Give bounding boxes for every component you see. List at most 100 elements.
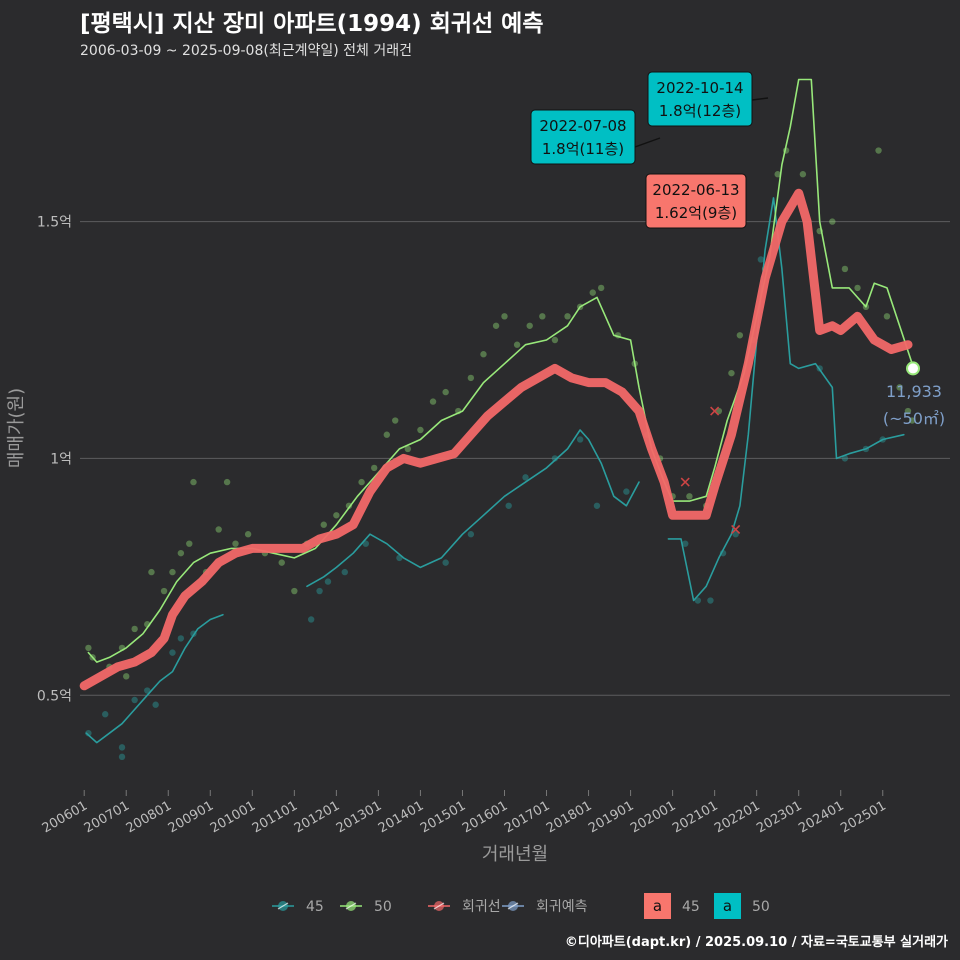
scatter-point-50 bbox=[131, 625, 138, 633]
x-tick-label: 202201 bbox=[712, 798, 762, 836]
scatter-point-50 bbox=[320, 521, 327, 528]
cross-mark bbox=[731, 524, 741, 535]
cross-mark bbox=[710, 406, 720, 416]
scatter-point-45 bbox=[442, 559, 449, 566]
scatter-point-50 bbox=[148, 568, 155, 576]
scatter-point-50 bbox=[799, 171, 807, 178]
forecast-group: 11,933 (~50㎡) bbox=[883, 361, 945, 428]
scatter-point-50 bbox=[686, 493, 693, 500]
x-tick-label: 200701 bbox=[82, 798, 132, 836]
scatter-point-45 bbox=[177, 635, 185, 642]
scatter-point-45 bbox=[551, 455, 559, 462]
x-tick-label: 201901 bbox=[586, 798, 636, 836]
scatter-point-45 bbox=[144, 687, 151, 694]
legend-box-label-50: 50 bbox=[752, 899, 770, 915]
scatter-point-50 bbox=[278, 559, 285, 566]
forecast-value-label: 11,933 bbox=[886, 382, 942, 401]
scatter-point-50 bbox=[526, 322, 533, 329]
x-tick-label: 200801 bbox=[124, 798, 174, 836]
legend-slash-50 bbox=[345, 902, 357, 910]
annotation-date: 2022-07-08 bbox=[539, 117, 626, 135]
annotation-leader bbox=[751, 97, 769, 101]
x-marks bbox=[680, 406, 741, 535]
scatter-point-50 bbox=[371, 464, 378, 472]
scatter-point-50 bbox=[908, 417, 916, 424]
scatter-point-50 bbox=[896, 384, 903, 391]
series-line-회귀선 bbox=[79, 188, 913, 691]
scatter-point-45 bbox=[593, 502, 601, 509]
annotation-value: 1.8억(11층) bbox=[542, 140, 624, 158]
annotation-date: 2022-10-14 bbox=[656, 79, 743, 97]
scatter-point-50 bbox=[417, 426, 424, 434]
scatter-point-45 bbox=[694, 597, 702, 604]
legend-label-회귀예측: 회귀예측 bbox=[536, 899, 588, 915]
scatter-point-50 bbox=[597, 284, 605, 292]
x-tick-label: 201101 bbox=[250, 798, 300, 836]
scatter-point-50 bbox=[841, 265, 849, 273]
scatter-point-45 bbox=[307, 616, 315, 623]
legend-slash-45 bbox=[277, 902, 289, 910]
legend-box-50 bbox=[714, 893, 741, 919]
scatter-point-50 bbox=[160, 587, 168, 595]
scatter-point-50 bbox=[551, 336, 559, 344]
y-tick-label: 0.5억 bbox=[37, 688, 72, 704]
scatter-point-50 bbox=[392, 417, 399, 424]
chart-subtitle: 2006-03-09 ~ 2025-09-08(최근계약일) 전체 거래건 bbox=[80, 43, 412, 59]
scatter-point-45 bbox=[362, 540, 369, 547]
scatter-point-45 bbox=[682, 540, 689, 547]
x-tick-label: 201701 bbox=[502, 798, 552, 836]
scatter-point-45 bbox=[576, 436, 584, 443]
x-tick-label: 201301 bbox=[334, 798, 384, 836]
scatter-point-50 bbox=[223, 478, 231, 486]
scatter-point-45 bbox=[623, 488, 630, 495]
annotations: 2022-10-14 1.8억(12층) 2022-07-08 1.8억(11층) 20… bbox=[530, 71, 769, 229]
x-tick-label: 202301 bbox=[754, 798, 804, 836]
y-axis-ticks: 0.5억 1억 1.5억 bbox=[37, 215, 72, 705]
legend-box-letter: a bbox=[723, 897, 732, 915]
annotation-box bbox=[647, 71, 753, 127]
forecast-area-label: (~50㎡) bbox=[883, 409, 945, 428]
scatter-point-45 bbox=[505, 502, 512, 509]
scatter-point-50 bbox=[728, 369, 735, 377]
annotation-leader bbox=[634, 137, 661, 148]
x-axis-label: 거래년월 bbox=[482, 844, 548, 865]
legend-box-label-45: 45 bbox=[682, 899, 700, 915]
scatter-point-50 bbox=[85, 644, 92, 652]
legend-box-45 bbox=[644, 893, 671, 919]
x-tick-label: 201601 bbox=[460, 798, 510, 836]
scatter-point-45 bbox=[131, 696, 138, 704]
scatter-point-50 bbox=[442, 388, 449, 396]
x-tick-label: 201201 bbox=[292, 798, 342, 836]
series-lines bbox=[79, 78, 913, 744]
x-tick-label: 201501 bbox=[418, 798, 468, 836]
scatter-point-45 bbox=[169, 649, 176, 656]
scatter-point-50 bbox=[501, 313, 508, 320]
series-line-45 bbox=[306, 429, 640, 588]
legend-slash-회귀예측 bbox=[507, 902, 519, 910]
scatter-point-50 bbox=[123, 673, 130, 680]
scatter-point-50 bbox=[564, 313, 571, 320]
scatter-point-50 bbox=[539, 313, 546, 320]
scatter-point-50 bbox=[177, 549, 185, 557]
y-axis-label: 매매가(원) bbox=[6, 388, 27, 468]
scatter-point-50 bbox=[467, 374, 475, 382]
scatter-point-45 bbox=[102, 711, 109, 718]
footer-credit: ©디아파트(dapt.kr) / 2025.09.10 / 자료=국토교통부 실… bbox=[564, 935, 948, 950]
annotation-box bbox=[645, 173, 747, 229]
scatter-point-50 bbox=[244, 531, 252, 538]
x-tick-label: 201401 bbox=[376, 798, 426, 836]
x-tick-label: 202101 bbox=[670, 798, 720, 836]
scatter-point-45 bbox=[85, 729, 92, 737]
scatter-point-50 bbox=[291, 587, 298, 595]
annotation-box bbox=[530, 109, 636, 165]
scatter-point-45 bbox=[341, 568, 348, 576]
y-tick-label: 1.5억 bbox=[37, 215, 72, 231]
scatter-point-45 bbox=[118, 744, 126, 751]
scatter-points bbox=[85, 147, 916, 761]
scatter-point-45 bbox=[118, 753, 126, 761]
cross-mark bbox=[680, 477, 690, 487]
scatter-point-50 bbox=[513, 341, 521, 348]
scatter-point-45 bbox=[467, 531, 475, 538]
scatter-point-50 bbox=[186, 540, 193, 547]
